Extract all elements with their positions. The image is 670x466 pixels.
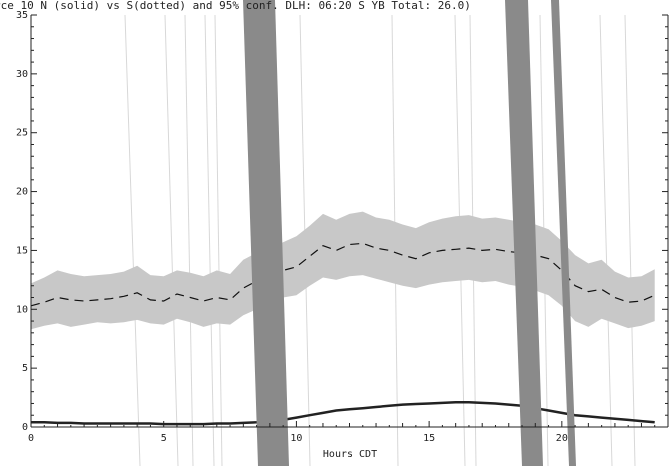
y-tick-label: 5 (22, 363, 28, 374)
streak-line-3 (204, 14, 215, 466)
y-tick-label: 25 (16, 128, 28, 139)
streak-line-1 (164, 14, 179, 466)
x-tick-label: 10 (290, 433, 302, 444)
obstruction-bar-1 (243, 0, 289, 466)
x-tick-label: 0 (28, 433, 34, 444)
confidence-band-area (31, 211, 655, 330)
series-solid-line (31, 401, 655, 426)
series-group (30, 242, 655, 426)
streak-line-0 (124, 14, 141, 466)
x-tick-label: 5 (161, 433, 167, 444)
obstruction-bars (243, 0, 576, 466)
axes: 0 5 10 15 20 25 30 35 0 5 10 15 20 (16, 10, 669, 444)
chart-title: rce 10 N (solid) vs S(dotted) and 95% co… (0, 0, 471, 12)
x-tick-label: 15 (423, 433, 435, 444)
series-dashed-line (30, 242, 655, 307)
obstruction-bar-2 (505, 0, 543, 466)
y-tick-label: 35 (16, 10, 28, 21)
streak-line-2 (184, 14, 194, 466)
obstruction-bar-3 (551, 0, 576, 466)
x-tick-label: 20 (556, 433, 568, 444)
y-tick-label: 0 (22, 422, 28, 433)
streak-line-4 (214, 14, 223, 466)
y-tick-label: 10 (16, 304, 28, 315)
confidence-band (31, 211, 655, 330)
streak-line-9 (599, 14, 613, 466)
streak-line-10 (624, 14, 636, 466)
y-tick-label: 30 (16, 69, 28, 80)
y-tick-label: 15 (16, 245, 28, 256)
y-tick-label: 20 (16, 187, 28, 198)
x-axis-label: Hours CDT (323, 449, 377, 460)
